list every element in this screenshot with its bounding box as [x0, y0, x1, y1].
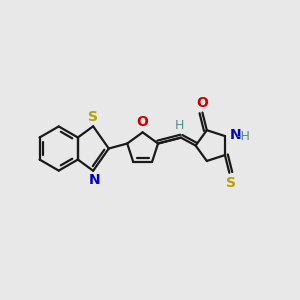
- Text: O: O: [196, 96, 208, 110]
- Text: S: S: [226, 176, 236, 190]
- Text: S: S: [88, 110, 98, 124]
- Text: N: N: [230, 128, 242, 142]
- Text: N: N: [89, 173, 100, 187]
- Text: H: H: [175, 119, 184, 132]
- Text: -H: -H: [236, 130, 250, 143]
- Text: O: O: [137, 116, 148, 129]
